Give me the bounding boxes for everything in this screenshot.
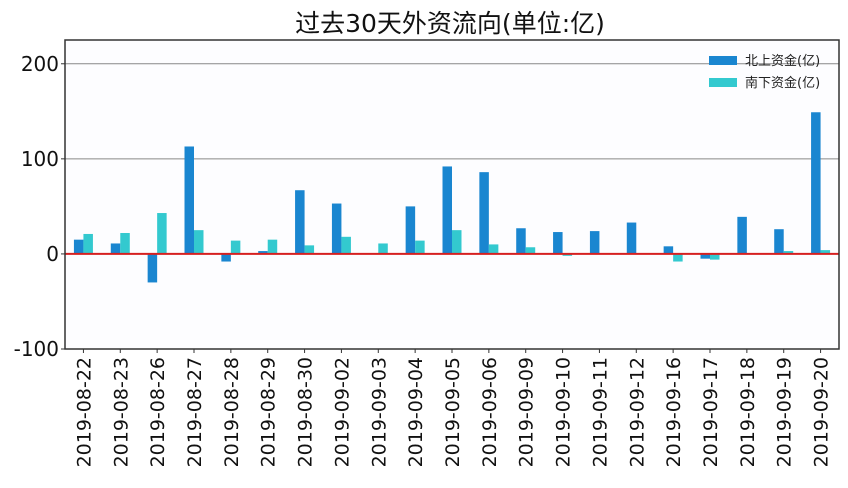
bar-s0-4 — [221, 253, 231, 262]
x-tick-label: 2019-08-27 — [184, 357, 206, 467]
bar-s1-17 — [710, 253, 720, 260]
x-tick-label: 2019-09-10 — [553, 357, 575, 467]
bar-s1-3 — [194, 230, 204, 254]
bar-s0-11 — [479, 172, 489, 254]
bar-s0-19 — [774, 229, 784, 254]
bar-s0-18 — [737, 216, 747, 254]
bar-s1-11 — [488, 244, 499, 254]
x-axis-ticks: 2019-08-22 2019-08-23 2019-08-26 2019-08-27… — [73, 349, 833, 467]
x-tick-label: 2019-08-26 — [147, 357, 169, 467]
x-tick-label: 2019-09-06 — [479, 357, 501, 467]
bar-s0-9 — [405, 206, 416, 254]
x-tick-label: 2019-08-30 — [295, 357, 317, 467]
y-tick-label: 100 — [21, 147, 59, 171]
bar-s1-9 — [415, 240, 425, 254]
legend-swatch-1 — [709, 78, 737, 87]
bar-s1-1 — [120, 233, 130, 254]
x-tick-label: 2019-09-17 — [700, 357, 722, 467]
bar-s0-17 — [700, 253, 710, 259]
bar-s1-20 — [820, 250, 831, 254]
bar-s0-14 — [589, 231, 600, 254]
bar-s0-15 — [626, 222, 637, 254]
bar-s1-12 — [525, 247, 536, 254]
x-tick-label: 2019-08-23 — [110, 357, 132, 467]
bar-s1-4 — [230, 240, 241, 254]
y-tick-label: 0 — [46, 242, 59, 266]
x-tick-label: 2019-09-03 — [368, 357, 390, 467]
bar-s1-19 — [783, 251, 794, 254]
x-tick-label: 2019-09-02 — [331, 357, 353, 467]
bar-s0-3 — [184, 146, 194, 254]
bar-s0-0 — [73, 239, 84, 254]
bar-s0-6 — [295, 190, 305, 254]
bar-s0-12 — [516, 228, 526, 254]
bar-s1-7 — [341, 236, 351, 254]
x-tick-label: 2019-09-04 — [405, 357, 427, 467]
bar-s0-7 — [331, 203, 342, 254]
bars — [73, 112, 831, 283]
bar-s0-13 — [553, 232, 563, 254]
y-axis-ticks: 200 100 0 -100 — [14, 52, 65, 361]
x-tick-label: 2019-09-18 — [737, 357, 759, 467]
y-tick-label: 200 — [21, 52, 59, 76]
bar-s0-10 — [442, 166, 452, 254]
legend: 北上资金(亿) 南下资金(亿) — [709, 53, 820, 91]
legend-label-0: 北上资金(亿) — [745, 53, 820, 69]
bar-s1-6 — [304, 245, 315, 254]
legend-label-1: 南下资金(亿) — [745, 75, 820, 91]
x-tick-label: 2019-08-29 — [258, 357, 280, 467]
bar-s1-0 — [83, 233, 93, 254]
bar-s0-1 — [110, 243, 121, 254]
x-tick-label: 2019-09-16 — [663, 357, 685, 467]
x-tick-label: 2019-08-28 — [221, 357, 243, 467]
x-tick-label: 2019-09-09 — [516, 357, 538, 467]
legend-swatch-0 — [709, 56, 737, 65]
bar-s1-10 — [452, 230, 462, 254]
bar-s0-20 — [811, 112, 821, 254]
x-tick-label: 2019-09-12 — [626, 357, 648, 467]
bar-s1-8 — [378, 243, 388, 254]
bar-s1-5 — [267, 239, 278, 254]
x-tick-label: 2019-09-05 — [442, 357, 464, 467]
x-tick-label: 2019-08-22 — [73, 357, 95, 467]
bar-s0-2 — [147, 253, 158, 283]
x-tick-label: 2019-09-11 — [589, 357, 611, 467]
x-tick-label: 2019-09-20 — [811, 357, 833, 467]
chart-title: 过去30天外资流向(单位:亿) — [295, 9, 605, 38]
bar-s1-2 — [157, 213, 167, 254]
y-tick-label: -100 — [14, 337, 59, 361]
x-tick-label: 2019-09-19 — [774, 357, 796, 467]
bar-s0-5 — [258, 251, 268, 254]
bar-s1-16 — [673, 253, 683, 262]
bar-s0-16 — [663, 246, 674, 254]
